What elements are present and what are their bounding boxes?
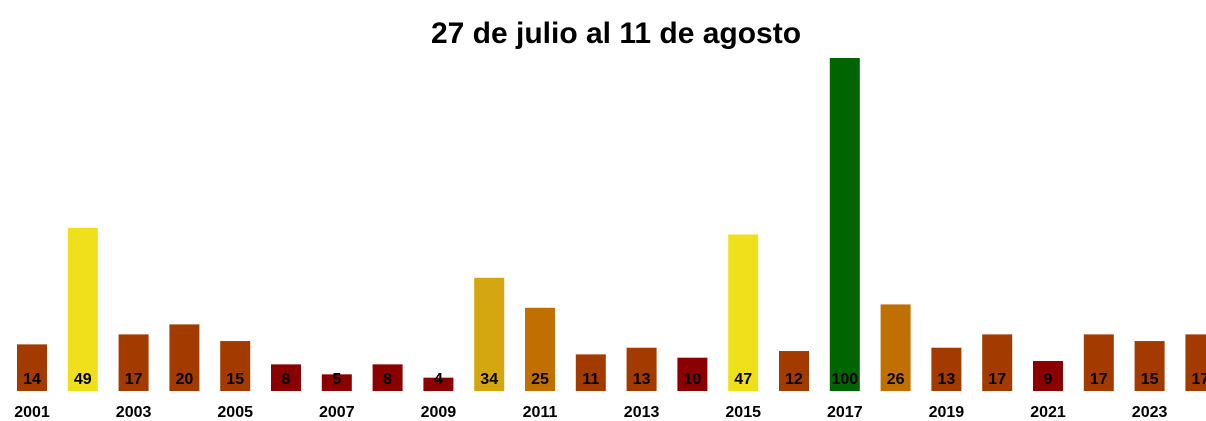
bar xyxy=(220,341,251,391)
x-tick-label: 2001 xyxy=(14,404,50,421)
value-label: 5 xyxy=(332,371,341,388)
bar xyxy=(880,304,911,391)
bar xyxy=(67,227,98,391)
bar xyxy=(118,334,149,391)
bar xyxy=(1083,334,1114,391)
value-label: 13 xyxy=(633,371,651,388)
bar xyxy=(17,344,47,391)
value-label: 9 xyxy=(1044,371,1053,388)
x-tick-label: 2007 xyxy=(319,404,355,421)
x-tick-label: 2005 xyxy=(217,404,253,421)
bar xyxy=(779,351,809,391)
value-label: 34 xyxy=(480,371,498,388)
bar xyxy=(525,307,555,391)
value-label: 17 xyxy=(988,371,1006,388)
value-label: 100 xyxy=(831,371,858,388)
x-tick-label: 2019 xyxy=(929,404,965,421)
x-tick-label: 2009 xyxy=(421,404,457,421)
value-label: 8 xyxy=(282,371,291,388)
value-label: 14 xyxy=(23,371,41,388)
bar xyxy=(931,347,962,391)
value-label: 20 xyxy=(176,371,194,388)
bar xyxy=(829,58,860,391)
value-label: 13 xyxy=(938,371,956,388)
bar xyxy=(474,277,505,391)
bar xyxy=(626,347,657,391)
value-label: 49 xyxy=(74,371,92,388)
x-tick-label: 2013 xyxy=(624,404,660,421)
chart-title: 27 de julio al 11 de agosto xyxy=(431,17,801,50)
x-tick-label: 2011 xyxy=(523,404,558,421)
value-label: 12 xyxy=(785,371,803,388)
bar xyxy=(321,374,352,391)
value-label: 25 xyxy=(531,371,549,388)
value-label: 4 xyxy=(434,371,443,388)
value-label: 17 xyxy=(1090,371,1108,388)
value-label: 10 xyxy=(684,371,702,388)
value-label: 47 xyxy=(734,371,752,388)
bar xyxy=(423,377,454,391)
value-label: 17 xyxy=(125,371,143,388)
value-label: 26 xyxy=(887,371,905,388)
bar xyxy=(271,364,301,391)
x-tick-label: 2003 xyxy=(116,404,152,421)
x-tick-label: 2015 xyxy=(725,404,761,421)
value-label: 15 xyxy=(1141,371,1159,388)
bar xyxy=(169,324,200,391)
bar xyxy=(575,354,606,391)
bar xyxy=(677,357,708,391)
value-label: 8 xyxy=(383,371,392,388)
x-tick-label: 2017 xyxy=(827,404,863,421)
x-tick-label: 2023 xyxy=(1132,404,1168,421)
bar xyxy=(1033,361,1063,391)
value-label: 17 xyxy=(1192,371,1206,388)
value-label: 15 xyxy=(226,371,244,388)
bar xyxy=(982,334,1013,391)
bar xyxy=(728,234,759,391)
bar xyxy=(1134,341,1165,391)
bar xyxy=(372,364,403,391)
value-label: 11 xyxy=(582,371,599,388)
bar xyxy=(1185,334,1206,391)
x-tick-label: 2021 xyxy=(1030,404,1066,421)
